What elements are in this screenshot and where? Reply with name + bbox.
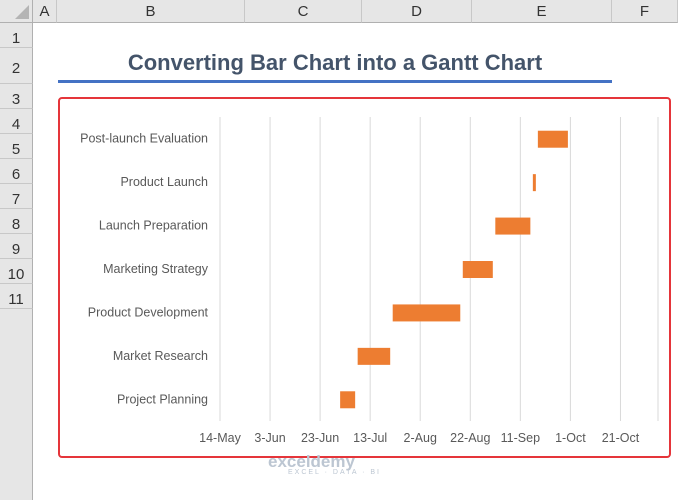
chart-svg: 14-May 3-Jun 23-Jun 13-Jul 2-Aug 22-Aug 11-Sep… <box>80 117 659 445</box>
x-tick-label: 23-Jun <box>301 431 339 445</box>
watermark: exceldemy EXCEL · DATA · BI <box>268 452 381 476</box>
column-header-E[interactable]: E <box>472 0 612 23</box>
row-header-9[interactable]: 9 <box>0 234 33 259</box>
row-header-10[interactable]: 10 <box>0 259 33 284</box>
y-category-label: Launch Preparation <box>99 219 208 233</box>
column-header-C[interactable]: C <box>245 0 362 23</box>
gantt-bar-market-research <box>357 347 391 365</box>
watermark-name: exceldemy <box>268 452 355 471</box>
x-tick-label: 21-Oct <box>602 431 640 445</box>
x-tick-label: 1-Oct <box>555 431 586 445</box>
gantt-chart[interactable]: 14-May 3-Jun 23-Jun 13-Jul 2-Aug 22-Aug 11-Sep… <box>58 97 671 458</box>
row-header-11[interactable]: 11 <box>0 284 33 309</box>
column-header-A[interactable]: A <box>33 0 57 23</box>
y-category-label: Market Research <box>113 349 208 363</box>
gantt-bar-post-launch-evaluation <box>537 130 568 148</box>
row-header-8[interactable]: 8 <box>0 209 33 234</box>
x-tick-label: 14-May <box>199 431 241 445</box>
gantt-bar-product-launch <box>532 174 536 192</box>
x-tick-label: 13-Jul <box>353 431 387 445</box>
row-header-6[interactable]: 6 <box>0 159 33 184</box>
gantt-bar-project-planning <box>340 391 356 409</box>
sheet-title: Converting Bar Chart into a Gantt Chart <box>127 50 543 75</box>
row-header-area <box>0 309 33 500</box>
x-tick-label: 22-Aug <box>450 431 490 445</box>
x-tick-label: 3-Jun <box>254 431 285 445</box>
column-header-B[interactable]: B <box>57 0 245 23</box>
row-header-4[interactable]: 4 <box>0 109 33 134</box>
row-header-1[interactable]: 1 <box>0 23 33 48</box>
y-category-label: Post-launch Evaluation <box>80 132 208 146</box>
column-header-F[interactable]: F <box>612 0 678 23</box>
y-category-label: Product Development <box>88 305 209 319</box>
title-underline <box>58 80 612 83</box>
row-header-5[interactable]: 5 <box>0 134 33 159</box>
gantt-bar-marketing-strategy <box>462 261 493 278</box>
y-category-label: Product Launch <box>120 175 208 189</box>
watermark-tagline: EXCEL · DATA · BI <box>288 469 381 476</box>
row-header-7[interactable]: 7 <box>0 184 33 209</box>
y-category-label: Marketing Strategy <box>103 262 209 276</box>
gantt-bar-product-development <box>392 304 461 322</box>
x-tick-label: 2-Aug <box>404 431 437 445</box>
select-all-corner[interactable] <box>0 0 33 23</box>
y-category-label: Project Planning <box>117 392 208 406</box>
x-tick-label: 11-Sep <box>501 431 540 445</box>
gantt-bar-launch-preparation <box>495 217 531 235</box>
row-header-3[interactable]: 3 <box>0 84 33 109</box>
column-header-D[interactable]: D <box>362 0 472 23</box>
row-header-2[interactable]: 2 <box>0 48 33 84</box>
